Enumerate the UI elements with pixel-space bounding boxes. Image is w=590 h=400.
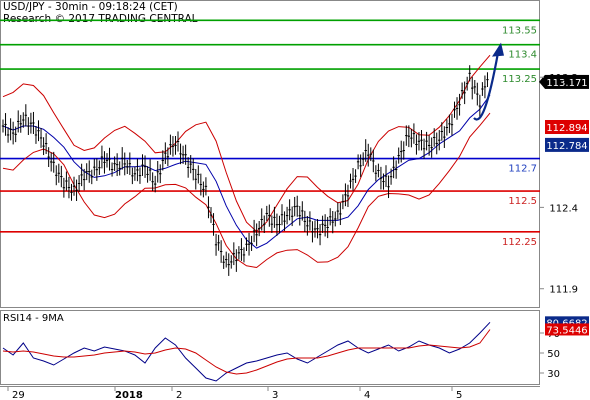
price-tag-label: 112.784 [546,141,587,152]
level-label: 113.4 [508,50,537,61]
x-tick-label: 3 [272,390,278,400]
chart-title: USD/JPY - 30min - 09:18:24 (CET) [3,1,178,13]
y-tick-label: 111.9 [549,285,578,296]
projection-arrow-head [492,42,504,57]
price-tag-bg [545,137,589,152]
price-tag-label: 113.171 [546,78,587,89]
price-tag-bg [545,74,589,89]
level-label: 112.25 [502,237,537,248]
rsi-panel-frame [0,310,540,385]
level-label: 112.7 [508,164,537,175]
moving-average [2,94,491,249]
rsi-y-tick-label: 30 [547,369,560,380]
x-tick-label: 4 [364,390,370,400]
projection-arrow-shaft [473,52,500,121]
level-label: 113.55 [502,25,537,36]
y-tick-label: 113.2 [549,73,578,84]
x-tick-label: 2 [176,390,182,400]
rsi-series-line [2,329,491,375]
rsi-series-line [2,321,491,382]
bollinger-lower [2,112,491,269]
price-tag-pointer [539,74,545,89]
x-tick-label: 2018 [115,390,143,400]
bollinger-upper [2,54,491,233]
x-tick-label: 5 [456,390,462,400]
rsi-y-tick-label: 50 [547,349,560,360]
price-tag-label: 112.894 [546,123,587,134]
x-tick-label: 29 [12,390,25,400]
y-tick-label: 112.4 [549,203,578,214]
price-tag-bg [545,120,589,135]
rsi-tag-label: 73.5446 [546,325,587,336]
copyright-line: Research © 2017 TRADING CENTRAL [3,13,198,25]
main-panel-frame [0,0,540,308]
level-label: 113.25 [502,74,537,85]
rsi-panel-title: RSI14 - 9MA [3,313,64,324]
rsi-tag-bg [545,323,589,336]
level-label: 112.5 [508,196,537,207]
